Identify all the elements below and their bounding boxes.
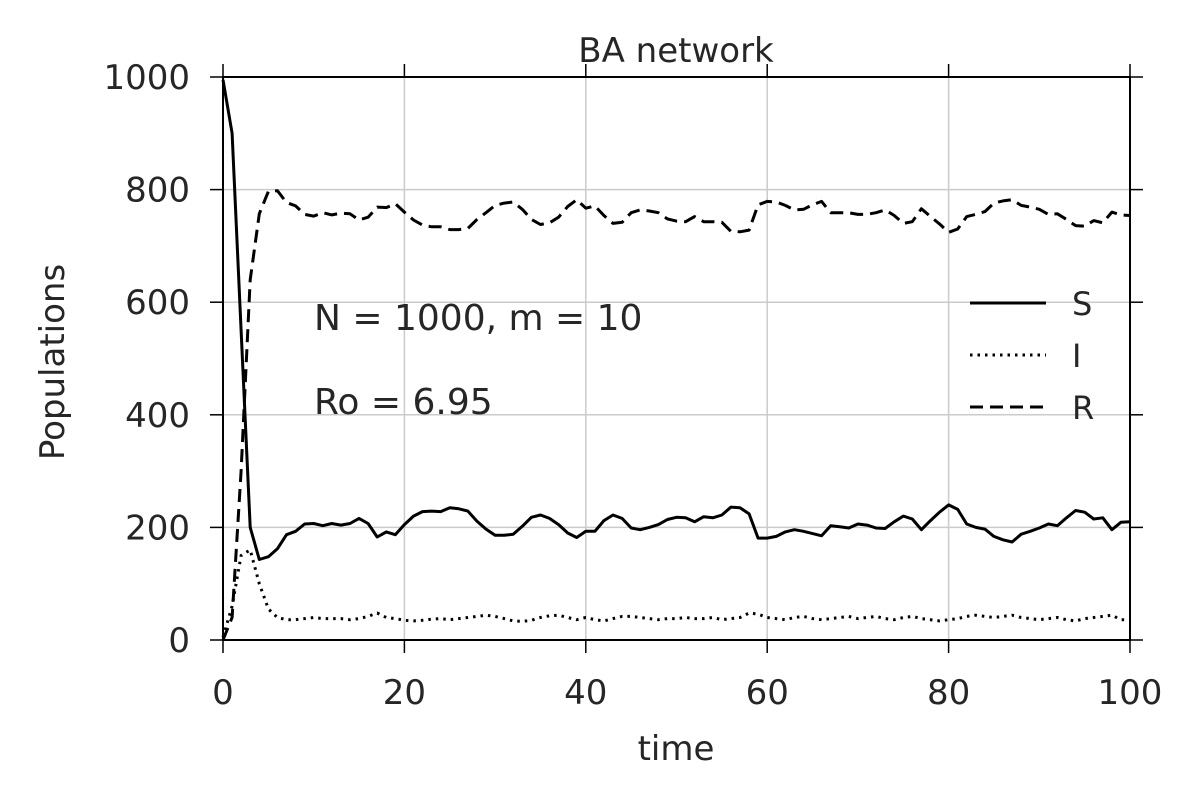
y-axis-label: Populations (33, 264, 73, 460)
series-layer (221, 79, 1131, 641)
x-tick-label: 20 (383, 673, 426, 713)
legend: SIR (970, 285, 1094, 427)
y-tick-label: 200 (125, 508, 190, 548)
annotation-params: N = 1000, m = 10 (314, 298, 642, 339)
series-line-r (221, 189, 1131, 641)
series-line-s (221, 79, 1131, 561)
y-tick-label: 800 (125, 171, 190, 211)
y-tick-label: 600 (125, 283, 190, 323)
y-tick-label: 400 (125, 396, 190, 436)
x-tick-label: 100 (1098, 673, 1163, 713)
x-tick-label: 80 (927, 673, 970, 713)
x-tick-label: 40 (564, 673, 607, 713)
series-line-i (221, 548, 1130, 638)
legend-label-r: R (1072, 389, 1094, 427)
legend-label-i: I (1072, 337, 1081, 375)
x-tick-label: 0 (212, 673, 234, 713)
x-tick-label: 60 (746, 673, 789, 713)
y-tick-label: 1000 (103, 58, 190, 98)
grid-layer (222, 76, 1131, 641)
legend-label-s: S (1072, 285, 1092, 323)
x-axis-label: time (638, 729, 715, 769)
plot-frame (222, 76, 1131, 641)
y-tick-label: 0 (168, 621, 190, 661)
chart-title: BA network (578, 31, 774, 71)
annotation-ro: Ro = 6.95 (314, 382, 493, 423)
